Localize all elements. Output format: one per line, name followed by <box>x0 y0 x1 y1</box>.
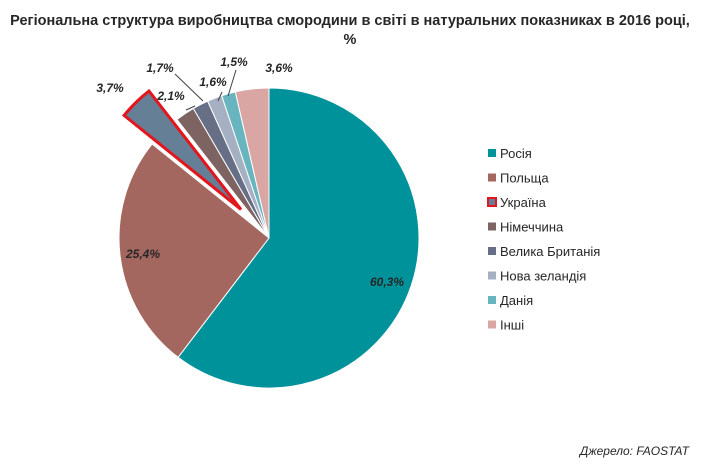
legend-swatch-2 <box>487 197 497 207</box>
legend-swatch-1 <box>488 173 496 182</box>
data-label-7: 3,6% <box>265 61 293 75</box>
slice-7 <box>234 87 270 239</box>
legend-label-4: Велика Британія <box>500 244 600 259</box>
leader-line-6 <box>227 69 237 97</box>
data-label-0: 60,3% <box>370 275 404 289</box>
data-label-4: 1,7% <box>146 61 174 75</box>
legend-swatch-5 <box>488 271 496 280</box>
data-labels: 60,3% 25,4% 3,7% 2,1% 1,7% 1,6% 1,5% 3,6% <box>96 55 404 289</box>
chart-title: Регіональна структура виробництва смород… <box>10 13 690 48</box>
data-label-1: 25,4% <box>125 247 160 261</box>
source-note: Джерело: FAOSTAT <box>579 444 689 458</box>
legend-label-5: Нова зеландія <box>500 269 586 284</box>
legend-swatch-0 <box>488 149 496 157</box>
data-label-5: 1,6% <box>199 75 227 89</box>
legend-label-2: Україна <box>500 195 547 210</box>
slice-0 <box>177 87 420 389</box>
legend-label-3: Німеччина <box>500 220 564 235</box>
legend-swatch-4 <box>488 247 496 255</box>
legend-swatch-7 <box>488 320 496 329</box>
legend-label-1: Польща <box>500 171 549 186</box>
slice-1 <box>118 143 270 359</box>
leader-line-4 <box>174 73 204 102</box>
legend-swatch-6 <box>488 296 496 304</box>
leader-line-5 <box>217 91 223 102</box>
legend-swatch-3 <box>488 222 496 231</box>
slice-2 <box>121 88 243 211</box>
data-label-3: 2,1% <box>156 89 185 103</box>
leader-line-3 <box>185 105 196 111</box>
legend-label-0: Росія <box>500 146 532 161</box>
legend: Росія Польща Україна Німеччина Велика Британ… <box>487 146 600 333</box>
legend-label-7: Інші <box>500 318 524 333</box>
leader-lines <box>174 69 237 111</box>
pie-slices <box>118 87 420 389</box>
data-label-6: 1,5% <box>220 55 248 69</box>
legend-label-6: Данія <box>500 293 533 308</box>
data-label-2: 3,7% <box>96 81 124 95</box>
